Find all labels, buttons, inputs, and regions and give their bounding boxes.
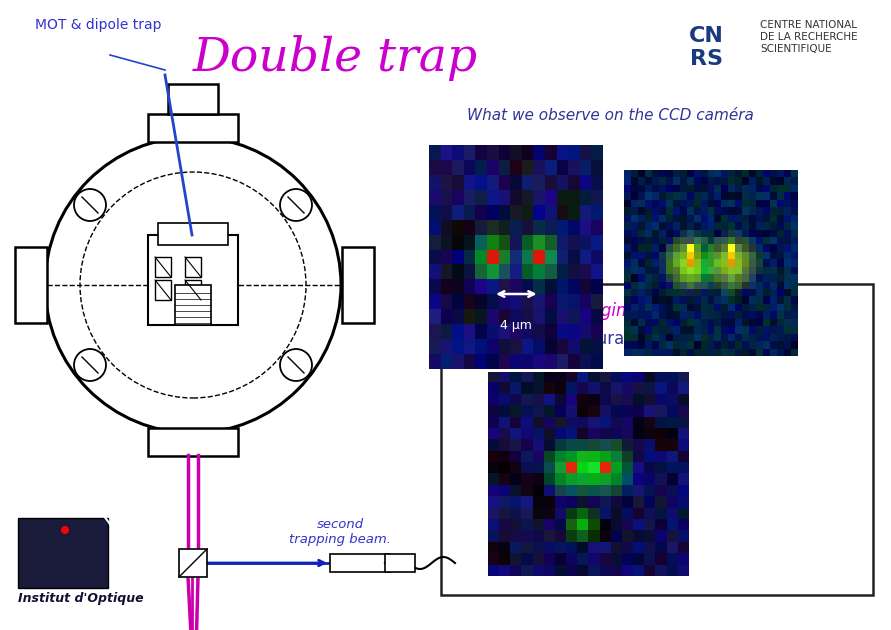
Text: CN
RS: CN RS <box>689 26 723 69</box>
Text: What we observe on the CCD caméra: What we observe on the CCD caméra <box>467 108 754 123</box>
Bar <box>175 285 211 325</box>
Bar <box>148 235 238 325</box>
Circle shape <box>61 526 69 534</box>
FancyBboxPatch shape <box>155 280 171 300</box>
Text: 4 μm: 4 μm <box>501 319 532 333</box>
Text: Double trap: Double trap <box>192 35 478 81</box>
Text: four likely configurations :: four likely configurations : <box>459 329 675 348</box>
Text: CENTRE NATIONAL: CENTRE NATIONAL <box>760 20 857 30</box>
Text: In: In <box>459 302 479 319</box>
Bar <box>158 223 228 245</box>
Bar <box>148 428 238 456</box>
Bar <box>15 247 47 323</box>
Text: second
trapping beam.: second trapping beam. <box>289 518 391 546</box>
Bar <box>441 284 873 595</box>
Text: SCIENTIFIQUE: SCIENTIFIQUE <box>760 44 831 54</box>
Text: DE LA RECHERCHE: DE LA RECHERCHE <box>760 32 858 42</box>
Text: , there are: , there are <box>649 302 736 319</box>
Text: Institut d'Optique: Institut d'Optique <box>18 592 143 605</box>
Text: single atom regime: single atom regime <box>481 302 642 319</box>
Bar <box>179 549 207 577</box>
FancyArrow shape <box>330 554 410 572</box>
Bar <box>18 518 108 588</box>
Text: MOT & dipole trap: MOT & dipole trap <box>35 18 161 32</box>
FancyBboxPatch shape <box>185 257 201 277</box>
Bar <box>385 554 415 572</box>
Bar <box>342 247 374 323</box>
FancyBboxPatch shape <box>185 280 201 300</box>
Bar <box>148 114 238 142</box>
FancyBboxPatch shape <box>155 257 171 277</box>
Bar <box>168 84 218 114</box>
